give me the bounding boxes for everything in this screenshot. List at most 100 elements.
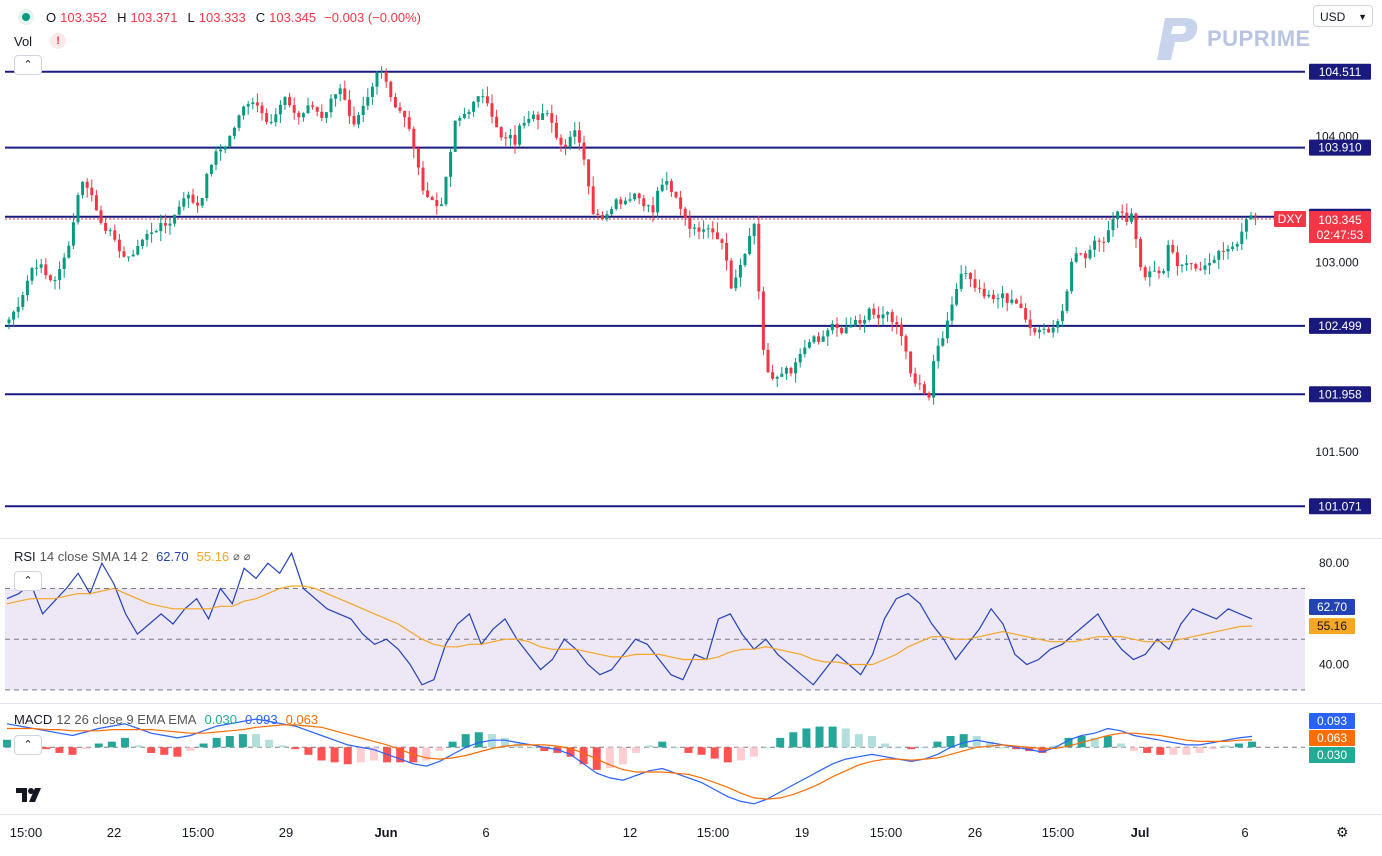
candle-body (242, 106, 246, 116)
rsi-tick-label: 40.00 (1319, 658, 1349, 672)
candle-body (1221, 250, 1225, 252)
candle-body (334, 94, 338, 99)
rsi-value-tag (1309, 618, 1355, 635)
macd-histogram-bar (3, 739, 11, 748)
candle-body (108, 230, 112, 232)
macd-histogram-bar (291, 747, 300, 750)
candle-body (646, 205, 650, 207)
collapse-macd-button[interactable]: ⌃ (14, 735, 42, 755)
candle-body (426, 190, 430, 197)
macd-histogram-bar (802, 728, 811, 748)
ohlc-legend: O 103.352 H 103.371 L 103.333 C 103.345 −0.0… (18, 9, 421, 25)
candle-body (798, 354, 802, 363)
macd-histogram-bar (134, 745, 143, 748)
macd-histogram-bar (461, 734, 470, 748)
candle-body (232, 127, 236, 136)
rsi-tick-label: 80.00 (1319, 556, 1349, 570)
candle-body (1079, 253, 1083, 255)
time-tick-label: 15:00 (870, 825, 903, 840)
candle-body (610, 208, 614, 215)
chevron-up-icon: ⌃ (23, 575, 33, 587)
candle-body (872, 308, 876, 315)
currency-select[interactable]: USD ▼ (1313, 5, 1373, 27)
candle-body (531, 114, 535, 119)
candle-body (186, 194, 190, 199)
hidden-value-icon: ⌀ (233, 551, 240, 563)
candle-body (909, 351, 913, 374)
candle-body (743, 253, 747, 266)
rsi-sma-line (6, 585, 1253, 666)
candle-body (688, 217, 692, 229)
candle-body (982, 288, 986, 297)
candle-body (922, 384, 926, 393)
candle-body (1065, 291, 1069, 311)
tradingview-logo-icon[interactable] (16, 786, 46, 809)
macd-histogram-bar (1077, 736, 1086, 748)
level-price-label: 101.958 (1318, 387, 1362, 401)
candle-body (1152, 270, 1156, 272)
macd-histogram-bar (854, 734, 863, 748)
pane-separator[interactable] (0, 703, 1382, 704)
candle-body (361, 105, 365, 115)
macd-legend[interactable]: MACD 12 26 close 9 EMA EMA 0.030 0.093 0… (14, 712, 318, 727)
candle-body (844, 327, 848, 334)
candle-body (472, 101, 476, 112)
macd-histogram-bar (789, 732, 798, 748)
candle-body (1162, 271, 1166, 274)
gear-icon[interactable]: ⚙ (1336, 824, 1349, 840)
candle-body (835, 323, 839, 328)
candle-body (205, 173, 209, 199)
candle-body (757, 223, 761, 292)
macd-histogram-bar (946, 736, 955, 748)
candle-body (1102, 241, 1106, 243)
candle-body (200, 198, 204, 206)
time-tick-label: Jun (374, 825, 397, 840)
candle-body (1024, 308, 1028, 320)
candle-body (554, 122, 558, 138)
macd-histogram-bar (723, 747, 732, 763)
candle-body (899, 324, 903, 337)
macd-histogram-bar (1248, 741, 1256, 748)
candle-body (1134, 213, 1138, 240)
rsi-line (6, 551, 1253, 686)
candle-body (1240, 231, 1244, 244)
candle-body (715, 232, 719, 240)
time-axis: 15:00 22 15:00 29 Jun 6 12 15:00 19 15:00 26 15:00 J… (10, 825, 1249, 840)
candle-body (1175, 252, 1179, 267)
market-status-icon[interactable] (18, 9, 34, 25)
rsi-params: 14 close SMA 14 2 (39, 549, 149, 564)
macd-histogram-bar (120, 737, 129, 748)
candle-body (789, 367, 793, 374)
candle-body (357, 114, 361, 125)
candle-body (366, 96, 370, 106)
macd-histogram-bar (605, 747, 614, 768)
collapse-rsi-button[interactable]: ⌃ (14, 571, 42, 591)
candle-body (936, 345, 940, 362)
macd-histogram-bar (68, 747, 77, 755)
rsi-legend[interactable]: RSI 14 close SMA 14 2 62.70 55.16 ⌀ ⌀ (14, 549, 250, 564)
macd-histogram-bar (501, 737, 509, 748)
macd-value-label: 0.030 (1317, 748, 1347, 762)
macd-histogram-bar (1038, 747, 1047, 753)
macd-histogram-bar (959, 734, 968, 748)
candle-body (416, 148, 420, 168)
pane-separator[interactable] (0, 538, 1382, 539)
candle-body (173, 214, 177, 224)
volume-legend[interactable]: Vol ! (14, 33, 67, 49)
candle-body (591, 186, 595, 214)
puprime-logo-mark-icon (1157, 18, 1198, 60)
macd-histogram-bar (894, 747, 903, 749)
candle-body (214, 151, 218, 165)
candle-body (490, 103, 494, 117)
candle-body (784, 367, 788, 374)
candle-body (99, 210, 103, 223)
candle-body (545, 113, 549, 115)
candle-body (476, 96, 480, 102)
warning-icon[interactable]: ! (50, 33, 67, 49)
macd-histogram-bar (81, 747, 90, 750)
candle-body (706, 228, 710, 230)
candle-body (163, 223, 167, 226)
collapse-legend-button[interactable]: ⌃ (14, 55, 42, 75)
